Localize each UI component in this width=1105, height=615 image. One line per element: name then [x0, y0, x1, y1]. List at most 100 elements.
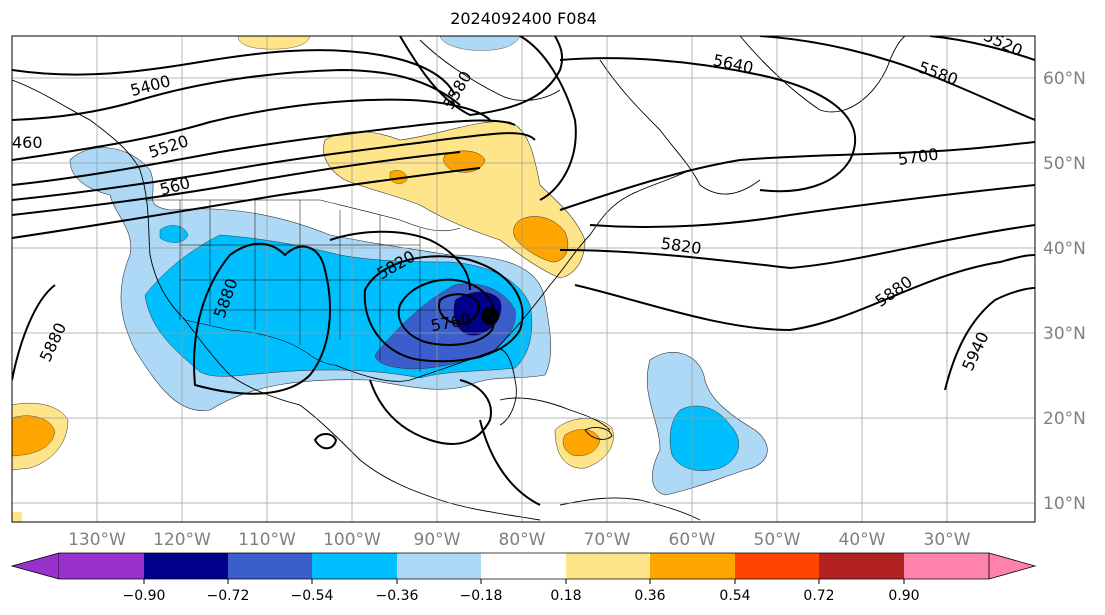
colorbar-segment [144, 553, 228, 579]
coastlines [12, 36, 906, 521]
colorbar-segment [566, 553, 650, 579]
shade-pos-mid-small [389, 170, 408, 184]
colorbar-segment [312, 553, 397, 579]
contour-low-outer [363, 255, 524, 363]
lat-label: 20°N [1043, 409, 1086, 429]
contour-carib-south [479, 419, 541, 506]
colorbar-segment [481, 553, 566, 579]
contour-5880-west [193, 242, 331, 395]
contour-5700 [559, 141, 1035, 211]
lat-label: 40°N [1043, 239, 1086, 259]
lon-label: 130°W [68, 530, 126, 550]
coast-north-america-west [12, 79, 301, 406]
contour-5820 [559, 224, 1035, 270]
contour-5820-west [329, 230, 471, 291]
coast-canada-east [599, 59, 761, 195]
shade-neg-light-north [439, 36, 521, 51]
colorbar-tick-label: −0.54 [291, 588, 334, 604]
contour-5460 [12, 68, 461, 121]
coast-cuba [499, 397, 611, 431]
lon-label: 50°W [754, 530, 801, 550]
lon-label: 80°W [499, 530, 546, 550]
contour-5580-east [759, 36, 1035, 121]
coast-gulf [334, 348, 517, 426]
lat-label: 30°N [1043, 324, 1086, 344]
storm-center-marker [481, 307, 499, 325]
contour-5760-low [397, 278, 496, 346]
lon-axis-labels: 130°W 120°W 110°W 100°W 90°W 80°W 70°W 6… [68, 530, 971, 550]
height-contours [12, 36, 1035, 506]
lat-label: 10°N [1043, 494, 1086, 514]
lon-label: 70°W [584, 530, 631, 550]
colorbar-extend-min [10, 552, 60, 580]
island-hispaniola [584, 427, 613, 440]
shade-pos-light-corner [12, 512, 22, 522]
contour-5640 [519, 36, 577, 201]
colorbar: −0.90 −0.72 −0.54 −0.36 −0.18 0.18 0.36 … [10, 552, 1037, 604]
coast-greenland [739, 36, 906, 113]
shade-pos-mid-pacific [12, 415, 56, 457]
contour-5520-west [12, 98, 491, 161]
colorbar-tick-labels: −0.90 −0.72 −0.54 −0.36 −0.18 0.18 0.36 … [123, 588, 920, 604]
contour-5640-east [559, 57, 857, 193]
shade-neg-mid-pnw [159, 225, 189, 243]
contour-5760 [589, 184, 1035, 228]
colorbar-tick-label: −0.18 [460, 588, 503, 604]
colorbar-tick-label: −0.72 [207, 588, 250, 604]
contour-pacific-small [313, 433, 338, 450]
graticule [12, 36, 1035, 522]
lat-label: 60°N [1043, 69, 1086, 89]
lat-label: 50°N [1043, 154, 1086, 174]
lon-label: 90°W [414, 530, 461, 550]
map-title: 2024092400 F084 [450, 9, 597, 28]
contour-5520-east [929, 36, 1035, 61]
map-frame [11, 35, 1036, 523]
contour-band-2 [12, 151, 461, 216]
lon-label: 120°W [153, 530, 211, 550]
contour-label: 460 [12, 133, 43, 152]
lon-label: 60°W [669, 530, 716, 550]
colorbar-segment [228, 553, 312, 579]
colorbar-tick-label: 0.72 [803, 588, 834, 604]
shade-pos-light-top [237, 36, 311, 50]
contour-carib-loop [369, 379, 492, 445]
border-us-canada [145, 199, 461, 232]
colorbar-tick-label: 0.18 [550, 588, 581, 604]
colorbar-tick-label: −0.90 [123, 588, 166, 604]
contour-band-1 [12, 132, 536, 201]
colorbar-segment [735, 553, 819, 579]
anomaly-shading [12, 36, 768, 522]
lon-label: 100°W [323, 530, 381, 550]
contour-5940 [944, 287, 1035, 391]
coast-mexico-central [299, 404, 541, 521]
coast-us-east [494, 169, 691, 351]
lat-axis-labels: 60°N 50°N 40°N 30°N 20°N 10°N [1043, 69, 1086, 514]
lon-label: 40°W [839, 530, 886, 550]
coast-hudson-bay [419, 39, 561, 101]
shade-neg-mid-atlantic [669, 405, 739, 471]
colorbar-segment [650, 553, 735, 579]
colorbar-tick-label: 0.90 [888, 588, 919, 604]
coast-south-america [559, 497, 701, 521]
contour-5560 [12, 119, 516, 186]
colorbar-extend-max [988, 552, 1037, 580]
colorbar-tick-label: 0.36 [634, 588, 665, 604]
contour-band-3 [12, 167, 481, 239]
lon-label: 30°W [924, 530, 971, 550]
contour-5880-far-west [12, 284, 56, 381]
colorbar-ticks [143, 579, 905, 584]
contour-low-inner [438, 293, 480, 326]
border-us-mexico [184, 319, 336, 366]
colorbar-segment [819, 553, 904, 579]
contour-5580-north [399, 36, 564, 117]
colorbar-segment [397, 553, 481, 579]
lon-label: 110°W [238, 530, 296, 550]
colorbar-tick-label: 0.54 [719, 588, 750, 604]
colorbar-segment [904, 553, 989, 579]
state-lines [179, 200, 460, 372]
colorbar-tick-label: −0.36 [376, 588, 419, 604]
colorbar-segment [59, 553, 144, 579]
contour-5880-east [574, 254, 1035, 332]
shade-pos-mid-northeast [513, 216, 569, 263]
